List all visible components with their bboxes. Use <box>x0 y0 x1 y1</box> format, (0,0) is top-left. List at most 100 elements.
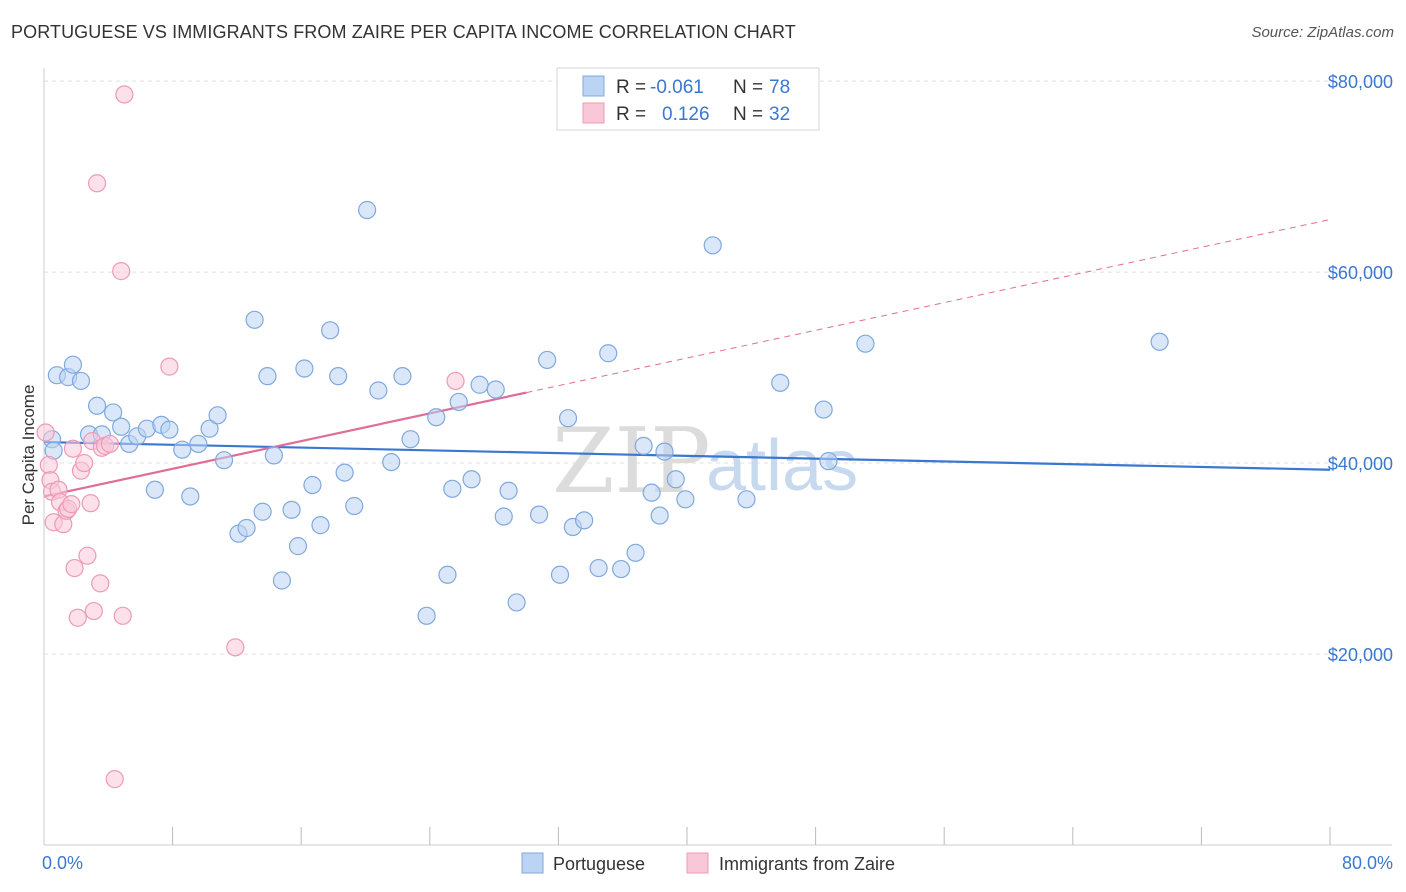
legend-swatch-portuguese <box>521 852 544 874</box>
point-portuguese-40 <box>382 452 401 472</box>
x-tick-label-0: 0.0% <box>42 853 83 873</box>
point-zaire-0 <box>36 423 55 442</box>
stats-r-value-pink: 0.126 <box>662 104 710 125</box>
point-portuguese-28 <box>272 571 292 590</box>
watermark: ZIP atlas <box>552 409 858 514</box>
y-tick-label-2: $60,000 <box>1328 263 1393 283</box>
stats-n-value-blue: 78 <box>769 77 790 98</box>
stats-swatch-pink <box>582 102 605 124</box>
point-portuguese-67 <box>655 442 674 461</box>
point-portuguese-46 <box>443 479 462 498</box>
point-portuguese-74 <box>819 452 838 471</box>
point-zaire-20 <box>87 174 107 193</box>
point-portuguese-16 <box>173 440 192 459</box>
point-portuguese-65 <box>642 483 661 502</box>
point-portuguese-15 <box>160 420 179 439</box>
point-portuguese-9 <box>112 417 131 436</box>
point-portuguese-68 <box>666 470 685 489</box>
axes <box>43 68 1392 846</box>
y-tick-label-0: $20,000 <box>1328 645 1393 665</box>
point-portuguese-62 <box>611 559 631 579</box>
point-zaire-13 <box>68 608 87 627</box>
point-portuguese-61 <box>599 344 618 363</box>
point-portuguese-17 <box>181 487 200 506</box>
stats-swatch-blue <box>582 75 605 97</box>
stats-r-label-blue: R = <box>616 77 646 98</box>
point-portuguese-52 <box>499 481 518 500</box>
point-portuguese-45 <box>438 565 457 584</box>
point-portuguese-3 <box>63 355 83 374</box>
point-portuguese-18 <box>189 434 208 454</box>
point-portuguese-33 <box>311 516 330 535</box>
point-portuguese-75 <box>856 334 875 353</box>
point-portuguese-8 <box>104 403 123 422</box>
point-portuguese-41 <box>393 367 412 386</box>
point-portuguese-25 <box>253 502 272 521</box>
point-portuguese-55 <box>538 350 557 370</box>
chart-title: PORTUGUESE VS IMMIGRANTS FROM ZAIRE PER … <box>11 22 796 42</box>
stats-legend: R = -0.061 N = 78 R = 0.126 N = 32 <box>556 67 820 131</box>
point-portuguese-70 <box>703 236 722 255</box>
point-portuguese-69 <box>676 490 695 509</box>
point-portuguese-21 <box>214 451 234 470</box>
point-portuguese-48 <box>462 470 481 489</box>
point-portuguese-37 <box>345 496 364 516</box>
point-zaire-31 <box>446 371 465 391</box>
legend-swatch-zaire <box>686 852 709 874</box>
point-zaire-24 <box>100 434 120 454</box>
y-tick-label-3: $80,000 <box>1328 72 1393 92</box>
point-zaire-11 <box>63 439 83 458</box>
point-portuguese-57 <box>558 409 578 428</box>
point-portuguese-19 <box>200 419 219 438</box>
point-portuguese-32 <box>303 475 322 495</box>
point-portuguese-26 <box>258 367 277 386</box>
series-legend: Portuguese Immigrants from Zaire <box>521 852 895 874</box>
point-portuguese-53 <box>507 593 526 612</box>
point-portuguese-49 <box>470 375 489 394</box>
point-zaire-1 <box>39 455 58 475</box>
point-portuguese-47 <box>449 392 468 412</box>
trend-line-blue <box>43 440 1331 471</box>
point-portuguese-50 <box>486 380 505 399</box>
point-zaire-29 <box>160 357 179 376</box>
point-zaire-16 <box>78 546 97 565</box>
point-zaire-28 <box>115 85 134 104</box>
point-portuguese-34 <box>321 321 340 340</box>
grid-lines <box>44 80 1392 655</box>
point-portuguese-71 <box>737 490 756 509</box>
y-tick-labels: $20,000 $40,000 $60,000 $80,000 <box>1328 72 1393 665</box>
point-portuguese-24 <box>245 310 264 329</box>
point-portuguese-66 <box>650 506 669 525</box>
point-zaire-30 <box>226 638 245 657</box>
trend-line-pink-solid <box>43 391 527 498</box>
point-zaire-25 <box>105 770 124 789</box>
trend-lines <box>43 219 1331 498</box>
point-zaire-19 <box>84 601 103 621</box>
point-portuguese-54 <box>530 505 549 524</box>
point-portuguese-43 <box>417 606 436 625</box>
y-tick-label-1: $40,000 <box>1328 454 1393 474</box>
point-portuguese-27 <box>264 446 283 465</box>
stats-n-label-pink: N = <box>733 104 763 125</box>
point-portuguese-23 <box>237 518 256 538</box>
point-zaire-21 <box>91 574 110 593</box>
stats-n-value-pink: 32 <box>769 104 790 125</box>
stats-n-label-blue: N = <box>733 77 763 98</box>
point-portuguese-6 <box>87 396 107 415</box>
point-portuguese-20 <box>208 406 227 425</box>
point-portuguese-4 <box>71 371 91 391</box>
point-portuguese-51 <box>494 507 513 526</box>
point-portuguese-59 <box>575 511 594 530</box>
data-points <box>36 85 1169 789</box>
point-portuguese-35 <box>329 367 348 386</box>
point-zaire-17 <box>81 494 100 513</box>
legend-label-portuguese: Portuguese <box>553 854 645 874</box>
point-portuguese-42 <box>401 430 420 449</box>
point-portuguese-64 <box>634 436 653 455</box>
point-portuguese-38 <box>358 200 377 220</box>
point-portuguese-39 <box>369 381 388 400</box>
stats-r-label-pink: R = <box>616 104 646 125</box>
point-portuguese-60 <box>589 558 608 578</box>
point-zaire-27 <box>113 606 132 625</box>
